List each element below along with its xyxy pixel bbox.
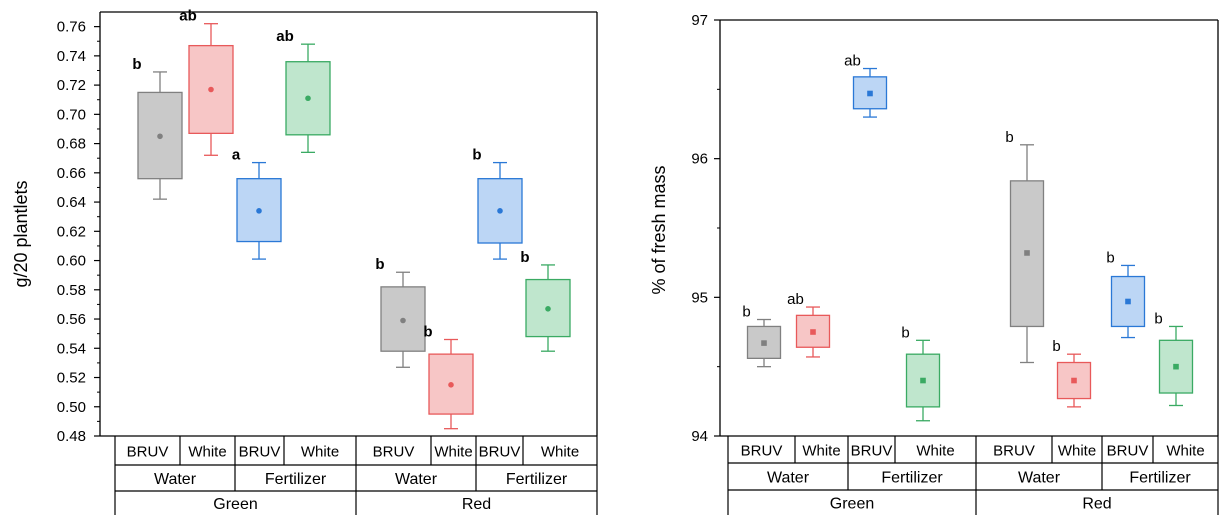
y-tick-label: 0.62 — [57, 223, 86, 240]
y-tick-label: 0.54 — [57, 340, 86, 357]
box-mean-marker — [920, 377, 926, 384]
category-label-treatment: White — [301, 444, 339, 461]
y-tick-label: 0.68 — [57, 136, 86, 153]
category-label-solution: Water — [154, 471, 197, 488]
y-tick-label: 96 — [691, 151, 708, 168]
box-mean-marker — [761, 340, 767, 346]
box-mean-marker — [1024, 250, 1030, 256]
box-mean-marker — [1173, 363, 1179, 370]
category-label-treatment: BRUV — [373, 444, 415, 461]
y-tick-label: 0.48 — [57, 428, 86, 445]
y-tick-label: 0.74 — [57, 48, 86, 65]
y-tick-label: 0.72 — [57, 77, 86, 94]
significance-label: b — [901, 324, 909, 341]
y-tick-label: 95 — [691, 289, 708, 306]
significance-label: a — [232, 147, 241, 164]
category-label-solution: Fertilizer — [1129, 470, 1191, 487]
y-tick-label: 0.66 — [57, 165, 86, 182]
category-label-treatment: BRUV — [239, 444, 281, 461]
box-mean-marker — [305, 95, 311, 102]
chart-fresh-weight: g/20 plantlets 0.48 0.50 0.52 0.54 0.56 0.58 0… — [11, 8, 598, 515]
category-label-treatment: White — [1166, 443, 1204, 460]
category-label-treatment: White — [1058, 443, 1096, 460]
box-mean-marker — [497, 208, 503, 214]
box-mean-marker — [1125, 298, 1131, 305]
category-label-treatment: White — [802, 443, 840, 460]
category-label-light: Green — [830, 496, 874, 513]
significance-label: b — [1052, 338, 1060, 355]
significance-label: ab — [276, 28, 294, 45]
y-tick-label: 0.52 — [57, 370, 86, 387]
box-mean-marker — [448, 382, 454, 388]
significance-label: b — [132, 56, 141, 73]
category-label-solution: Water — [395, 471, 438, 488]
y-tick-label: 0.64 — [57, 194, 86, 211]
significance-label: b — [742, 304, 750, 321]
significance-label: b — [423, 324, 432, 341]
y-axis-label: % of fresh mass — [649, 165, 669, 294]
box-rect — [905, 353, 941, 408]
category-label-treatment: BRUV — [851, 443, 893, 460]
box-mean-marker — [867, 90, 873, 97]
significance-label: b — [472, 147, 481, 164]
category-label-light: Red — [1082, 496, 1111, 513]
y-tick-label: 0.56 — [57, 311, 86, 328]
significance-label: b — [375, 256, 384, 273]
y-tick-label: 94 — [691, 428, 708, 445]
significance-label: b — [520, 249, 529, 266]
significance-label: b — [1154, 310, 1162, 327]
y-tick-label: 0.70 — [57, 106, 86, 123]
box-mean-marker — [810, 329, 816, 335]
y-tick-label: 0.50 — [57, 399, 86, 416]
significance-label: b — [1106, 249, 1114, 266]
y-tick-label: 0.58 — [57, 282, 86, 299]
category-label-light: Green — [213, 496, 257, 513]
category-label-treatment: White — [541, 444, 579, 461]
y-axis-label: g/20 plantlets — [11, 180, 31, 287]
category-label-treatment: White — [188, 444, 226, 461]
y-tick-label: 0.76 — [57, 19, 86, 36]
category-label-solution: Fertilizer — [265, 471, 327, 488]
significance-label: ab — [179, 8, 197, 25]
box-mean-marker — [208, 86, 214, 93]
y-tick-label: 97 — [691, 12, 708, 29]
significance-label: b — [1005, 129, 1013, 146]
category-label-treatment: BRUV — [1107, 443, 1149, 460]
box-mean-marker — [545, 306, 551, 312]
category-label-light: Red — [462, 496, 491, 513]
category-label-treatment: White — [434, 444, 472, 461]
box-mean-marker — [1071, 377, 1077, 384]
category-label-solution: Water — [1018, 470, 1061, 487]
category-label-treatment: BRUV — [993, 443, 1035, 460]
category-label-solution: Water — [767, 470, 810, 487]
y-tick-label: 0.60 — [57, 253, 86, 270]
category-label-treatment: BRUV — [741, 443, 783, 460]
box-mean-marker — [256, 208, 262, 214]
box-mean-marker — [400, 317, 406, 324]
significance-label: ab — [844, 53, 861, 70]
category-label-treatment: BRUV — [127, 444, 169, 461]
category-label-solution: Fertilizer — [881, 470, 943, 487]
box-mean-marker — [157, 133, 163, 140]
category-label-treatment: BRUV — [479, 444, 521, 461]
significance-label: ab — [787, 291, 804, 308]
category-label-solution: Fertilizer — [506, 471, 568, 488]
category-label-treatment: White — [916, 443, 954, 460]
chart-fresh-mass-percent: % of fresh mass 94 95 96 97 b ab ab b b b b b BRUV Wh… — [649, 12, 1219, 515]
box-rect — [285, 61, 331, 136]
